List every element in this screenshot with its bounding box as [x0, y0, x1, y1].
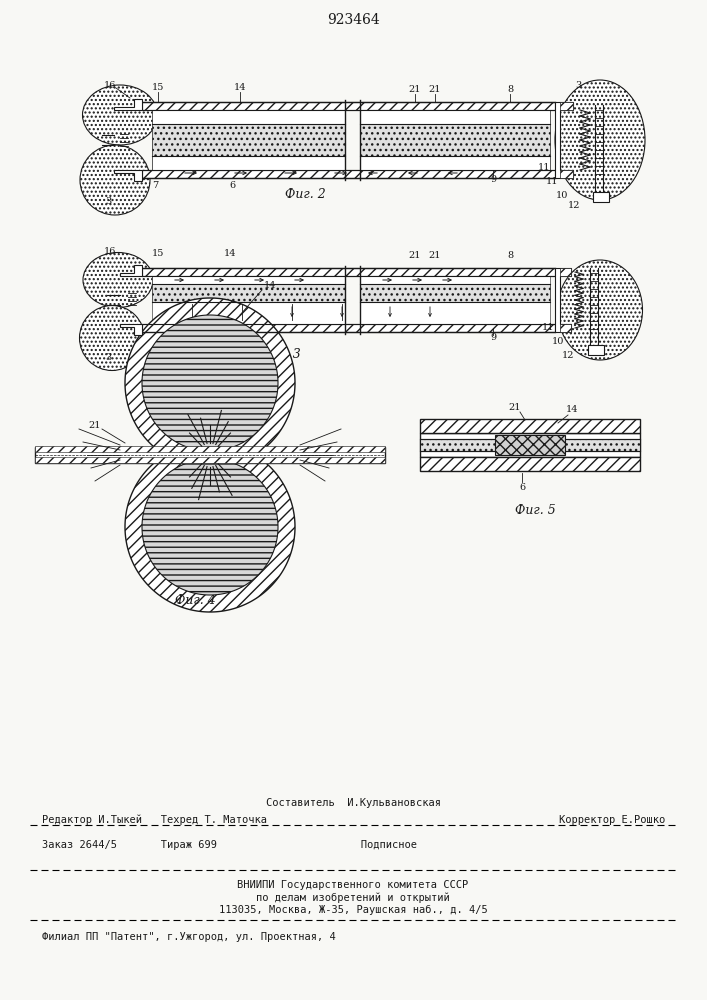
Text: 16: 16 [104, 247, 116, 256]
Bar [142, 324, 555, 332]
Text: Редактор И.Тыкей   Техред Т. Маточка: Редактор И.Тыкей Техред Т. Маточка [42, 815, 267, 825]
Bar [142, 170, 555, 178]
Text: 923464: 923464 [327, 13, 380, 27]
Bar [35, 457, 385, 463]
Text: Фиг. 5: Фиг. 5 [515, 504, 556, 516]
Bar [360, 276, 550, 284]
Text: 12: 12 [568, 200, 580, 210]
Text: 11: 11 [538, 163, 550, 172]
Bar [420, 419, 640, 433]
Bar [35, 447, 385, 463]
Bar [360, 110, 550, 124]
Bar [35, 446, 385, 452]
Bar [142, 268, 555, 276]
Text: 9: 9 [490, 334, 496, 342]
Ellipse shape [555, 80, 645, 200]
Text: 3: 3 [105, 198, 111, 207]
Text: 12: 12 [562, 351, 574, 360]
Text: 7: 7 [152, 180, 158, 190]
Text: 6: 6 [519, 483, 525, 491]
Bar [560, 268, 571, 276]
Bar [360, 302, 550, 324]
Text: 15: 15 [152, 84, 164, 93]
Polygon shape [114, 170, 142, 181]
Text: 15: 15 [152, 249, 164, 258]
Text: Фиг. 2: Фиг. 2 [285, 188, 325, 202]
Text: 9: 9 [490, 176, 496, 184]
Bar [152, 276, 345, 284]
Text: 6: 6 [247, 456, 253, 464]
Bar [360, 124, 550, 156]
Polygon shape [114, 99, 142, 110]
Bar [152, 156, 345, 170]
Text: 6: 6 [229, 338, 235, 347]
Polygon shape [120, 324, 142, 335]
Text: 3: 3 [105, 354, 111, 362]
Bar [360, 284, 550, 302]
Bar [360, 156, 550, 170]
Text: 14: 14 [223, 249, 236, 258]
Bar [560, 324, 571, 332]
Text: 11: 11 [542, 324, 554, 332]
Text: 21: 21 [409, 86, 421, 95]
Bar [560, 102, 573, 110]
Bar [152, 124, 345, 156]
Text: 7: 7 [152, 338, 158, 347]
Bar [593, 192, 609, 202]
Ellipse shape [83, 252, 153, 308]
Bar [152, 302, 345, 324]
Ellipse shape [79, 306, 144, 370]
Polygon shape [125, 298, 295, 468]
Bar [420, 457, 640, 471]
Text: 3: 3 [575, 81, 581, 90]
Bar [495, 435, 565, 455]
Text: 14: 14 [566, 406, 578, 414]
Polygon shape [142, 315, 278, 451]
Polygon shape [125, 442, 295, 612]
Text: 11: 11 [546, 178, 559, 186]
Text: 10: 10 [556, 190, 568, 200]
Text: Заказ 2644/5       Тираж 699                       Подписное: Заказ 2644/5 Тираж 699 Подписное [42, 840, 417, 850]
Text: Корректор Е.Рошко: Корректор Е.Рошко [559, 815, 665, 825]
Text: 14: 14 [234, 84, 246, 93]
Text: 10: 10 [551, 338, 564, 347]
Bar [152, 284, 345, 302]
Polygon shape [555, 102, 573, 178]
Bar [142, 102, 555, 110]
Bar [152, 110, 345, 124]
Text: 113035, Москва, Ж-35, Раушская наб., д. 4/5: 113035, Москва, Ж-35, Раушская наб., д. … [218, 905, 487, 915]
Text: 8: 8 [507, 251, 513, 260]
Bar [420, 433, 640, 457]
Ellipse shape [80, 145, 150, 215]
Text: Составитель  И.Кульвановская: Составитель И.Кульвановская [266, 798, 440, 808]
Text: Филиал ПП "Патент", г.Ужгород, ул. Проектная, 4: Филиал ПП "Патент", г.Ужгород, ул. Проек… [42, 932, 336, 942]
Text: 21: 21 [509, 402, 521, 412]
Ellipse shape [83, 85, 158, 145]
Text: 21: 21 [428, 86, 441, 95]
Text: 8: 8 [507, 86, 513, 95]
Text: Фиг. 4: Фиг. 4 [175, 593, 216, 606]
Text: 21: 21 [409, 251, 421, 260]
Bar [560, 170, 573, 178]
Text: по делам изобретений и открытий: по делам изобретений и открытий [256, 893, 450, 903]
Text: 21: 21 [89, 420, 101, 430]
Text: ВНИИПИ Государственного комитета СССР: ВНИИПИ Государственного комитета СССР [238, 880, 469, 890]
Text: 16: 16 [104, 81, 116, 90]
Ellipse shape [558, 260, 643, 360]
Text: 21: 21 [428, 251, 441, 260]
Bar [588, 345, 604, 355]
Polygon shape [555, 268, 571, 332]
Text: Фиг. 3: Фиг. 3 [259, 349, 300, 361]
Bar [420, 439, 640, 451]
Polygon shape [142, 459, 278, 595]
Polygon shape [120, 265, 142, 276]
Text: 14: 14 [264, 280, 276, 290]
Text: 6: 6 [229, 180, 235, 190]
